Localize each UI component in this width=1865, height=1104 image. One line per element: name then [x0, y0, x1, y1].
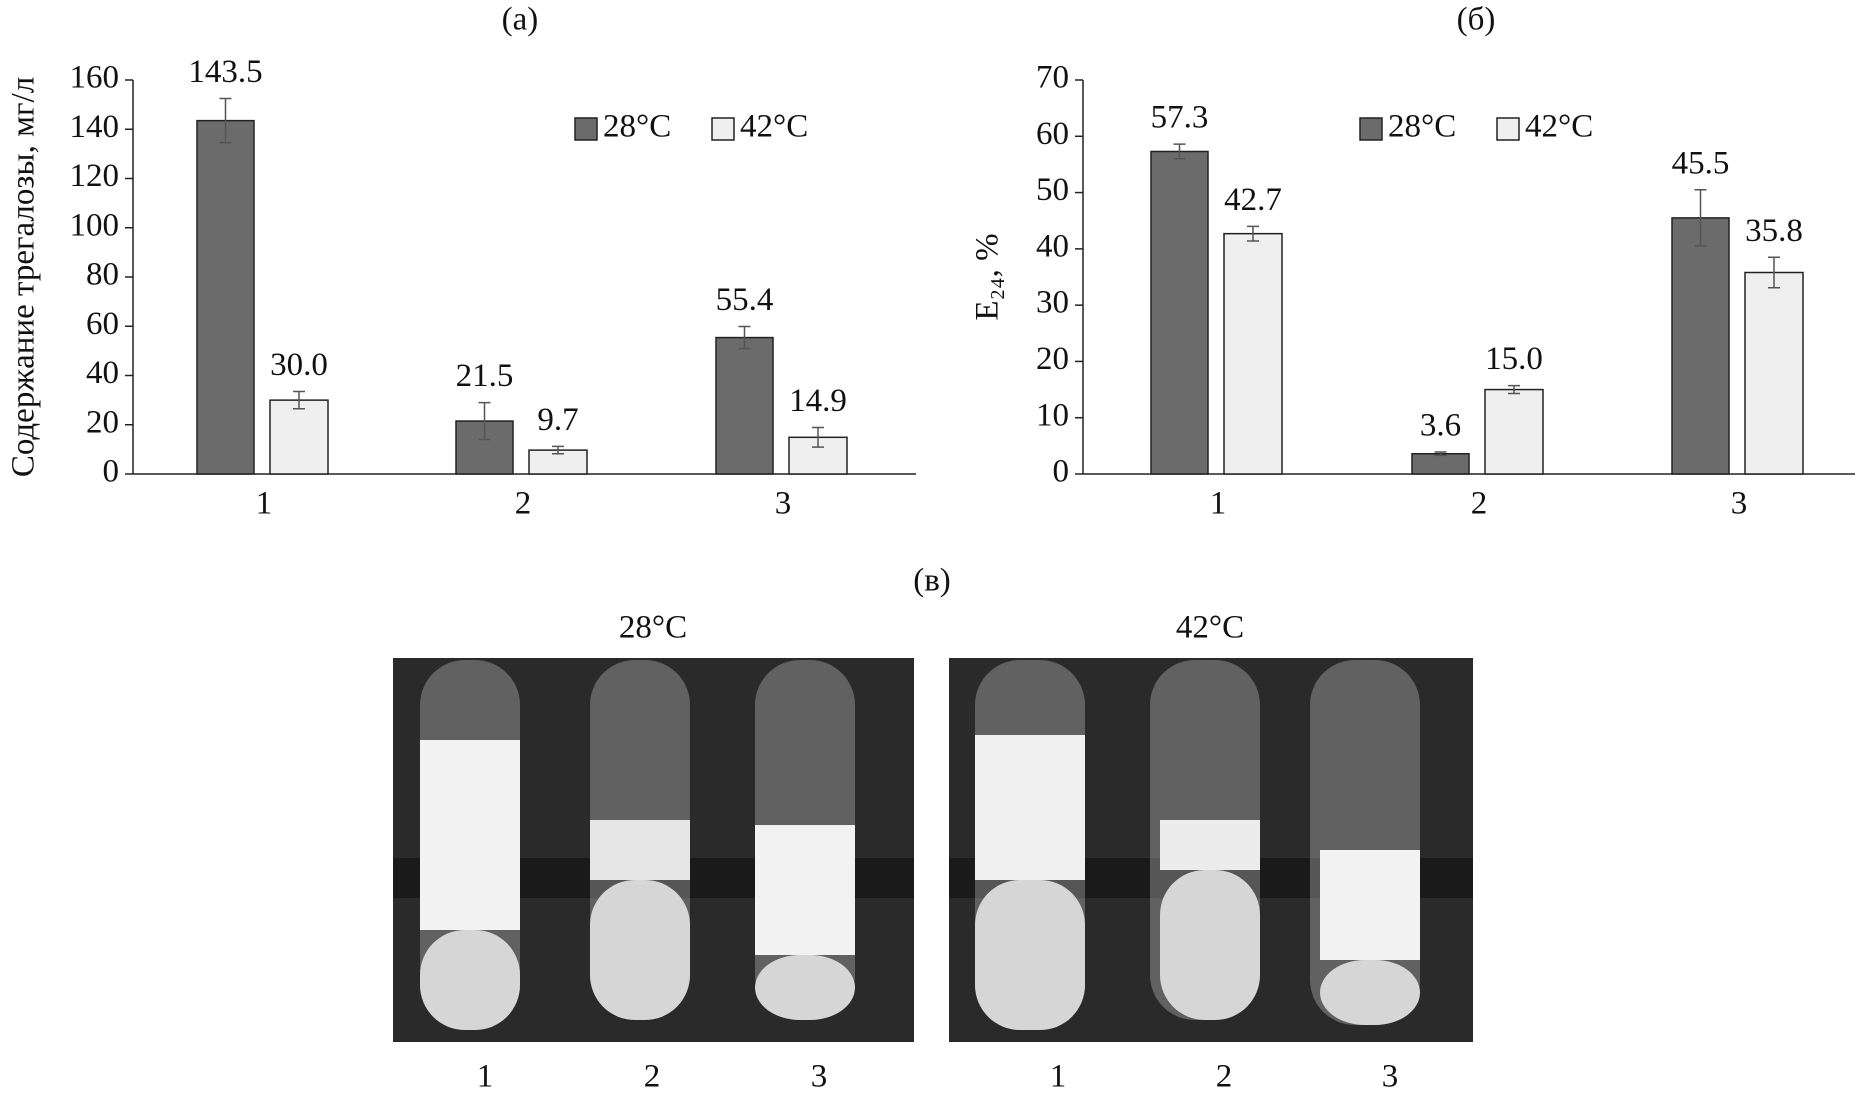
- data-label: 55.4: [716, 282, 774, 318]
- legend-label: 42°C: [1525, 109, 1593, 145]
- y-tick-label: 160: [70, 60, 120, 96]
- data-label: 35.8: [1745, 213, 1803, 249]
- error-bar: [812, 426, 824, 448]
- error-bar: [478, 401, 491, 441]
- data-label: 143.5: [188, 54, 262, 90]
- y-tick-label: 60: [86, 306, 119, 342]
- y-tick-label: 100: [70, 207, 120, 243]
- y-tick-label: 0: [103, 454, 120, 490]
- tube-label: 3: [1382, 1059, 1399, 1095]
- data-label: 30.0: [270, 347, 328, 383]
- tube-label: 1: [477, 1059, 494, 1095]
- bar: [715, 336, 774, 475]
- y-tick-label: 70: [1036, 60, 1069, 96]
- error-bar: [1434, 451, 1447, 457]
- tube-label: 2: [644, 1059, 661, 1095]
- legend-swatch: [1496, 117, 1520, 141]
- data-label: 45.5: [1672, 145, 1730, 181]
- photo: [393, 658, 914, 1042]
- error-bar: [219, 97, 232, 144]
- error-bar: [552, 445, 564, 455]
- legend-label: 28°C: [603, 109, 671, 145]
- data-label: 57.3: [1151, 100, 1209, 136]
- bar: [1484, 388, 1544, 475]
- tube-label: 1: [1050, 1059, 1067, 1095]
- bar: [1223, 232, 1283, 475]
- y-tick-label: 10: [1036, 397, 1069, 433]
- data-label: 9.7: [537, 402, 578, 438]
- x-tick-label: 2: [1471, 486, 1488, 522]
- data-label: 42.7: [1224, 182, 1282, 218]
- error-bar: [1694, 189, 1707, 247]
- data-label: 3.6: [1420, 408, 1461, 444]
- error-bar: [738, 325, 751, 350]
- tube-label: 2: [1216, 1059, 1233, 1095]
- legend-swatch: [574, 117, 598, 141]
- x-tick-label: 1: [256, 486, 273, 522]
- y-tick-label: 40: [1036, 228, 1069, 264]
- y-tick-label: 50: [1036, 172, 1069, 208]
- chart-title: (б): [1457, 2, 1496, 38]
- y-tick-label: 30: [1036, 285, 1069, 321]
- y-axis-label: Содержание трегалозы, мг/л: [6, 77, 42, 477]
- error-bar: [1768, 256, 1780, 289]
- bar: [1671, 217, 1730, 475]
- legend-label: 42°C: [740, 109, 808, 145]
- y-axis-label: E₂₄, %: [970, 233, 1006, 320]
- bar: [269, 399, 329, 475]
- legend-label: 28°C: [1388, 109, 1456, 145]
- bar: [1150, 150, 1209, 475]
- x-tick-label: 3: [775, 486, 792, 522]
- error-bar: [1247, 225, 1259, 242]
- photo-title: 42°C: [1176, 610, 1244, 646]
- bar: [196, 119, 255, 475]
- photo: [949, 658, 1473, 1042]
- y-tick-label: 0: [1053, 454, 1070, 490]
- x-tick-label: 2: [515, 486, 532, 522]
- error-bar: [1173, 143, 1186, 160]
- chart-title: (а): [502, 2, 539, 38]
- error-bar: [1508, 384, 1520, 395]
- data-label: 15.0: [1485, 341, 1543, 377]
- x-tick-label: 1: [1210, 486, 1227, 522]
- legend-swatch: [711, 117, 735, 141]
- data-label: 21.5: [456, 358, 514, 394]
- bar: [1411, 452, 1470, 475]
- y-tick-label: 120: [70, 158, 120, 194]
- x-tick-label: 3: [1731, 486, 1748, 522]
- legend-swatch: [1359, 117, 1383, 141]
- y-tick-label: 40: [86, 355, 119, 391]
- photo-title: 28°C: [619, 610, 687, 646]
- bar: [1744, 271, 1804, 475]
- y-tick-label: 20: [1036, 341, 1069, 377]
- data-label: 14.9: [789, 383, 847, 419]
- error-bar: [293, 390, 305, 410]
- y-tick-label: 20: [86, 404, 119, 440]
- y-tick-label: 60: [1036, 116, 1069, 152]
- panel-label: (в): [913, 563, 951, 599]
- y-tick-label: 80: [86, 257, 119, 293]
- y-tick-label: 140: [70, 109, 120, 145]
- tube-label: 3: [811, 1059, 828, 1095]
